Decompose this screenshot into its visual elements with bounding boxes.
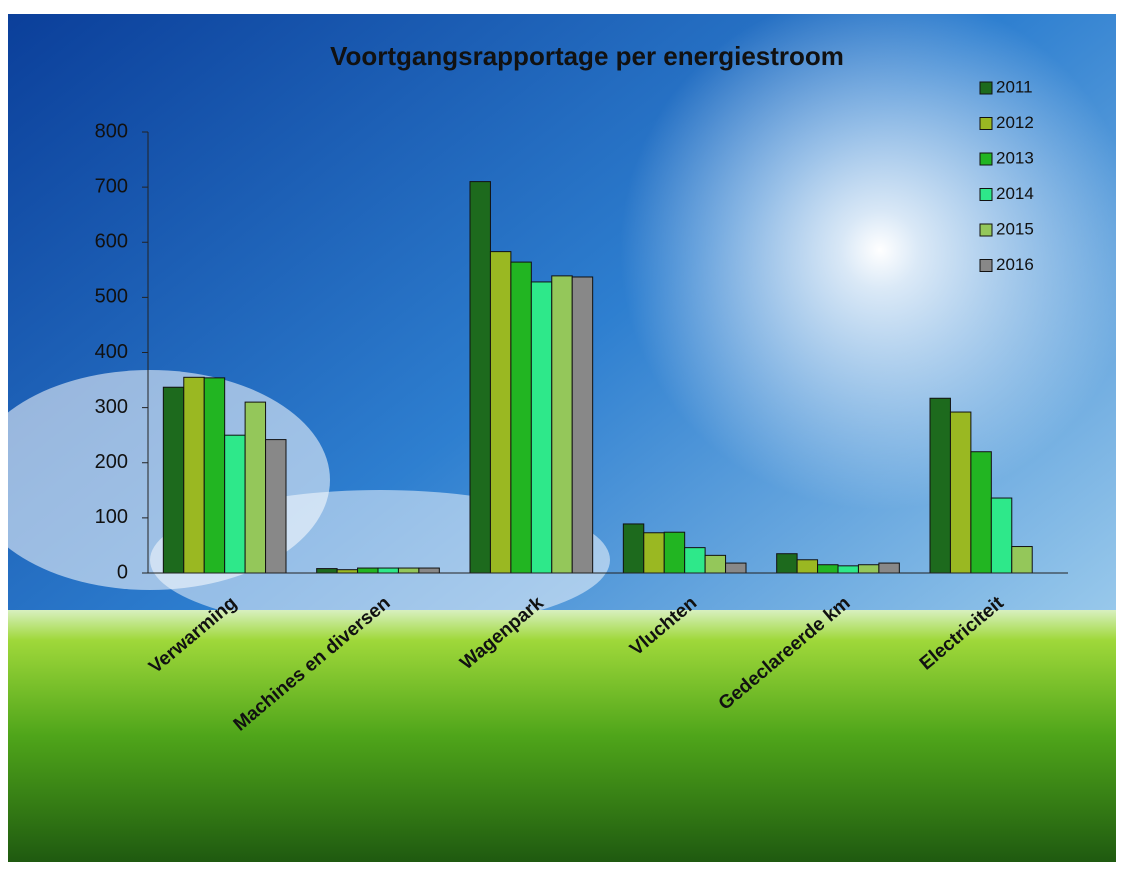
- bar: [183, 376, 205, 574]
- y-tick-label: 500: [95, 286, 128, 308]
- bar: [622, 523, 645, 574]
- y-tick-label: 300: [95, 396, 128, 418]
- legend-label: 2013: [996, 148, 1034, 167]
- bar: [990, 497, 1013, 574]
- bar: [469, 181, 491, 574]
- bar: [837, 565, 859, 574]
- bar: [684, 547, 706, 574]
- legend-swatch: [979, 223, 993, 237]
- bar: [397, 567, 420, 574]
- bar: [857, 564, 880, 574]
- legend-label: 2012: [996, 113, 1034, 132]
- bar: [725, 562, 747, 574]
- bar: [224, 434, 246, 574]
- bar: [949, 411, 972, 574]
- legend-label: 2016: [996, 255, 1034, 274]
- bar: [316, 568, 338, 574]
- bar: [571, 276, 594, 574]
- bar: [244, 401, 267, 574]
- bar: [1011, 546, 1033, 574]
- bar: [929, 397, 951, 574]
- bar: [530, 281, 553, 574]
- bar: [265, 439, 287, 574]
- y-tick-label: 0: [117, 561, 128, 583]
- bar: [663, 531, 686, 574]
- bar: [203, 377, 226, 574]
- y-tick-label: 700: [95, 175, 128, 197]
- y-tick-label: 200: [95, 451, 128, 473]
- legend-swatch: [979, 152, 993, 166]
- y-tick-label: 600: [95, 231, 128, 253]
- bar: [878, 562, 900, 574]
- bar: [357, 567, 379, 574]
- legend-label: 2011: [996, 77, 1033, 96]
- bar: [418, 567, 440, 574]
- bar: [817, 564, 839, 574]
- bar: [970, 451, 992, 574]
- legend-swatch: [979, 259, 993, 272]
- bar: [643, 532, 665, 574]
- legend-swatch: [979, 117, 993, 130]
- chart-title: Voortgangsrapportage per energiestroom: [330, 41, 844, 71]
- y-tick-label: 100: [95, 506, 128, 528]
- legend-swatch: [979, 188, 993, 201]
- legend-swatch: [979, 81, 993, 95]
- legend-label: 2015: [996, 219, 1034, 238]
- bar: [776, 553, 798, 574]
- bar: [162, 386, 185, 574]
- legend-label: 2014: [996, 184, 1034, 203]
- bar: [796, 559, 819, 574]
- bar: [489, 251, 512, 574]
- bar: [377, 567, 399, 574]
- bar: [551, 275, 573, 574]
- y-tick-label: 400: [95, 341, 128, 363]
- y-tick-label: 800: [95, 120, 128, 142]
- bar: [510, 261, 532, 574]
- bar: [704, 554, 727, 574]
